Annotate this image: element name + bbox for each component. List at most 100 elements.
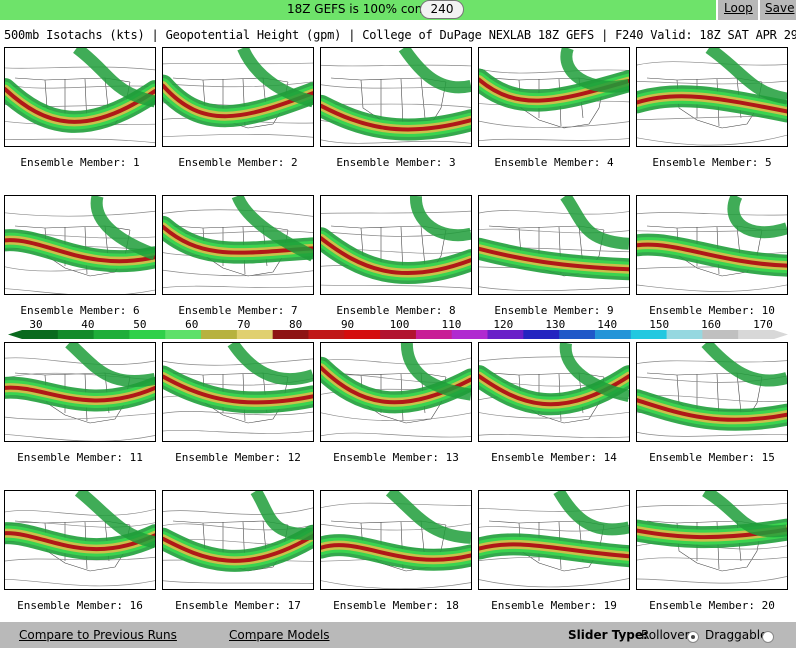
- height-contour: [637, 360, 787, 364]
- ensemble-member-caption: Ensemble Member: 14: [491, 451, 617, 464]
- height-contour: [5, 413, 155, 420]
- jet-stream-band: [74, 491, 155, 549]
- height-contour: [321, 210, 471, 214]
- height-contour: [637, 61, 787, 66]
- ensemble-member-caption: Ensemble Member: 17: [175, 599, 301, 612]
- height-contour: [5, 84, 155, 89]
- loop-link[interactable]: Loop: [724, 1, 753, 15]
- colorbar-swatch: [594, 330, 632, 339]
- forecast-hour-indicator[interactable]: 240: [420, 0, 464, 19]
- ensemble-map-panel[interactable]: [4, 195, 156, 295]
- jet-stream-band: [727, 196, 787, 239]
- height-contour: [637, 556, 787, 561]
- jet-stream-band: [5, 87, 155, 124]
- height-contour: [5, 508, 155, 516]
- draggable-radio[interactable]: [762, 631, 774, 643]
- jet-stream-band: [321, 236, 471, 275]
- colorbar-swatch: [523, 330, 560, 339]
- ensemble-map-panel[interactable]: [320, 195, 472, 295]
- height-contour: [637, 576, 787, 584]
- ensemble-map-panel[interactable]: [4, 342, 156, 442]
- height-contour: [5, 556, 155, 562]
- colorbar-swatch: [380, 330, 417, 339]
- height-contour: [321, 523, 471, 531]
- colorbar-swatch: [22, 330, 59, 339]
- ensemble-member-caption: Ensemble Member: 11: [17, 451, 143, 464]
- jet-stream-band: [705, 48, 787, 105]
- height-contour: [163, 429, 313, 434]
- jet-stream-band: [90, 196, 155, 261]
- height-contour: [321, 502, 471, 509]
- jet-stream-band: [5, 531, 155, 551]
- jet-stream-band: [321, 543, 471, 562]
- height-contour: [479, 138, 629, 142]
- colorbar-tick-label: 100: [389, 318, 410, 331]
- colorbar-swatch: [415, 330, 453, 339]
- height-contour: [163, 269, 313, 277]
- ensemble-map-panel[interactable]: [636, 195, 788, 295]
- jet-stream-band: [560, 48, 629, 93]
- colorbar-swatch: [308, 330, 345, 339]
- colorbar-tick-label: 130: [545, 318, 566, 331]
- height-contour: [637, 134, 787, 146]
- ensemble-map-panel[interactable]: [162, 490, 314, 590]
- height-contour: [479, 228, 629, 234]
- colorbar-swatch: [702, 330, 739, 339]
- compare-models-link[interactable]: Compare Models: [229, 628, 330, 642]
- ensemble-member-caption: Ensemble Member: 9: [494, 304, 614, 317]
- ensemble-map-panel[interactable]: [162, 195, 314, 295]
- height-contour: [321, 432, 471, 438]
- jet-stream-band: [5, 238, 155, 264]
- ensemble-map-panel[interactable]: [4, 47, 156, 147]
- jet-stream-band: [637, 398, 787, 422]
- jet-stream-band: [410, 196, 471, 242]
- ensemble-map-panel[interactable]: [162, 47, 314, 147]
- colorbar-swatch: [451, 330, 489, 339]
- height-contour: [479, 504, 629, 512]
- jet-stream-band: [385, 491, 471, 544]
- ensemble-map-panel[interactable]: [636, 47, 788, 147]
- height-contour: [5, 288, 155, 294]
- ensemble-map-panel[interactable]: [478, 47, 630, 147]
- ensemble-member-caption: Ensemble Member: 3: [336, 156, 456, 169]
- height-contour: [163, 411, 313, 416]
- colorbar-tick-label: 50: [133, 318, 147, 331]
- height-contour: [637, 284, 787, 292]
- jet-stream-band: [65, 343, 155, 388]
- ensemble-member-caption: Ensemble Member: 20: [649, 599, 775, 612]
- ensemble-member-caption: Ensemble Member: 1: [20, 156, 140, 169]
- height-contour: [479, 356, 629, 362]
- ensemble-map-panel[interactable]: [478, 490, 630, 590]
- ensemble-member-caption: Ensemble Member: 18: [333, 599, 459, 612]
- ensemble-map-panel[interactable]: [162, 342, 314, 442]
- ensemble-map-panel[interactable]: [636, 490, 788, 590]
- ensemble-map-panel[interactable]: [4, 490, 156, 590]
- colorbar-swatch: [344, 330, 381, 339]
- colorbar-swatch: [57, 330, 95, 339]
- height-contour: [5, 66, 155, 71]
- map-title: 500mb Isotachs (kts) | Geopotential Heig…: [4, 28, 796, 42]
- jet-stream-band: [250, 491, 313, 540]
- jet-stream-band: [398, 48, 471, 94]
- ensemble-member-caption: Ensemble Member: 5: [652, 156, 772, 169]
- rollover-radio[interactable]: [687, 631, 699, 643]
- height-contour: [637, 431, 787, 437]
- ensemble-map-panel[interactable]: [478, 342, 630, 442]
- ensemble-map-panel[interactable]: [320, 490, 472, 590]
- height-contour: [479, 286, 629, 292]
- height-contour: [5, 434, 155, 441]
- ensemble-map-panel[interactable]: [320, 342, 472, 442]
- jet-stream-band: [702, 491, 787, 538]
- height-contour: [321, 284, 471, 289]
- save-link[interactable]: Save: [765, 1, 795, 15]
- ensemble-map-panel[interactable]: [636, 342, 788, 442]
- jet-stream-band: [231, 196, 313, 262]
- load-status-text: 18Z GEFS is 100% complet: [287, 2, 450, 16]
- height-contour: [163, 285, 313, 289]
- ensemble-map-panel[interactable]: [478, 195, 630, 295]
- colorbar-tick-label: 60: [185, 318, 199, 331]
- compare-previous-runs-link[interactable]: Compare to Previous Runs: [19, 628, 177, 642]
- ensemble-map-panel[interactable]: [320, 47, 472, 147]
- jet-stream-band: [400, 343, 471, 401]
- jet-stream-band: [321, 103, 471, 132]
